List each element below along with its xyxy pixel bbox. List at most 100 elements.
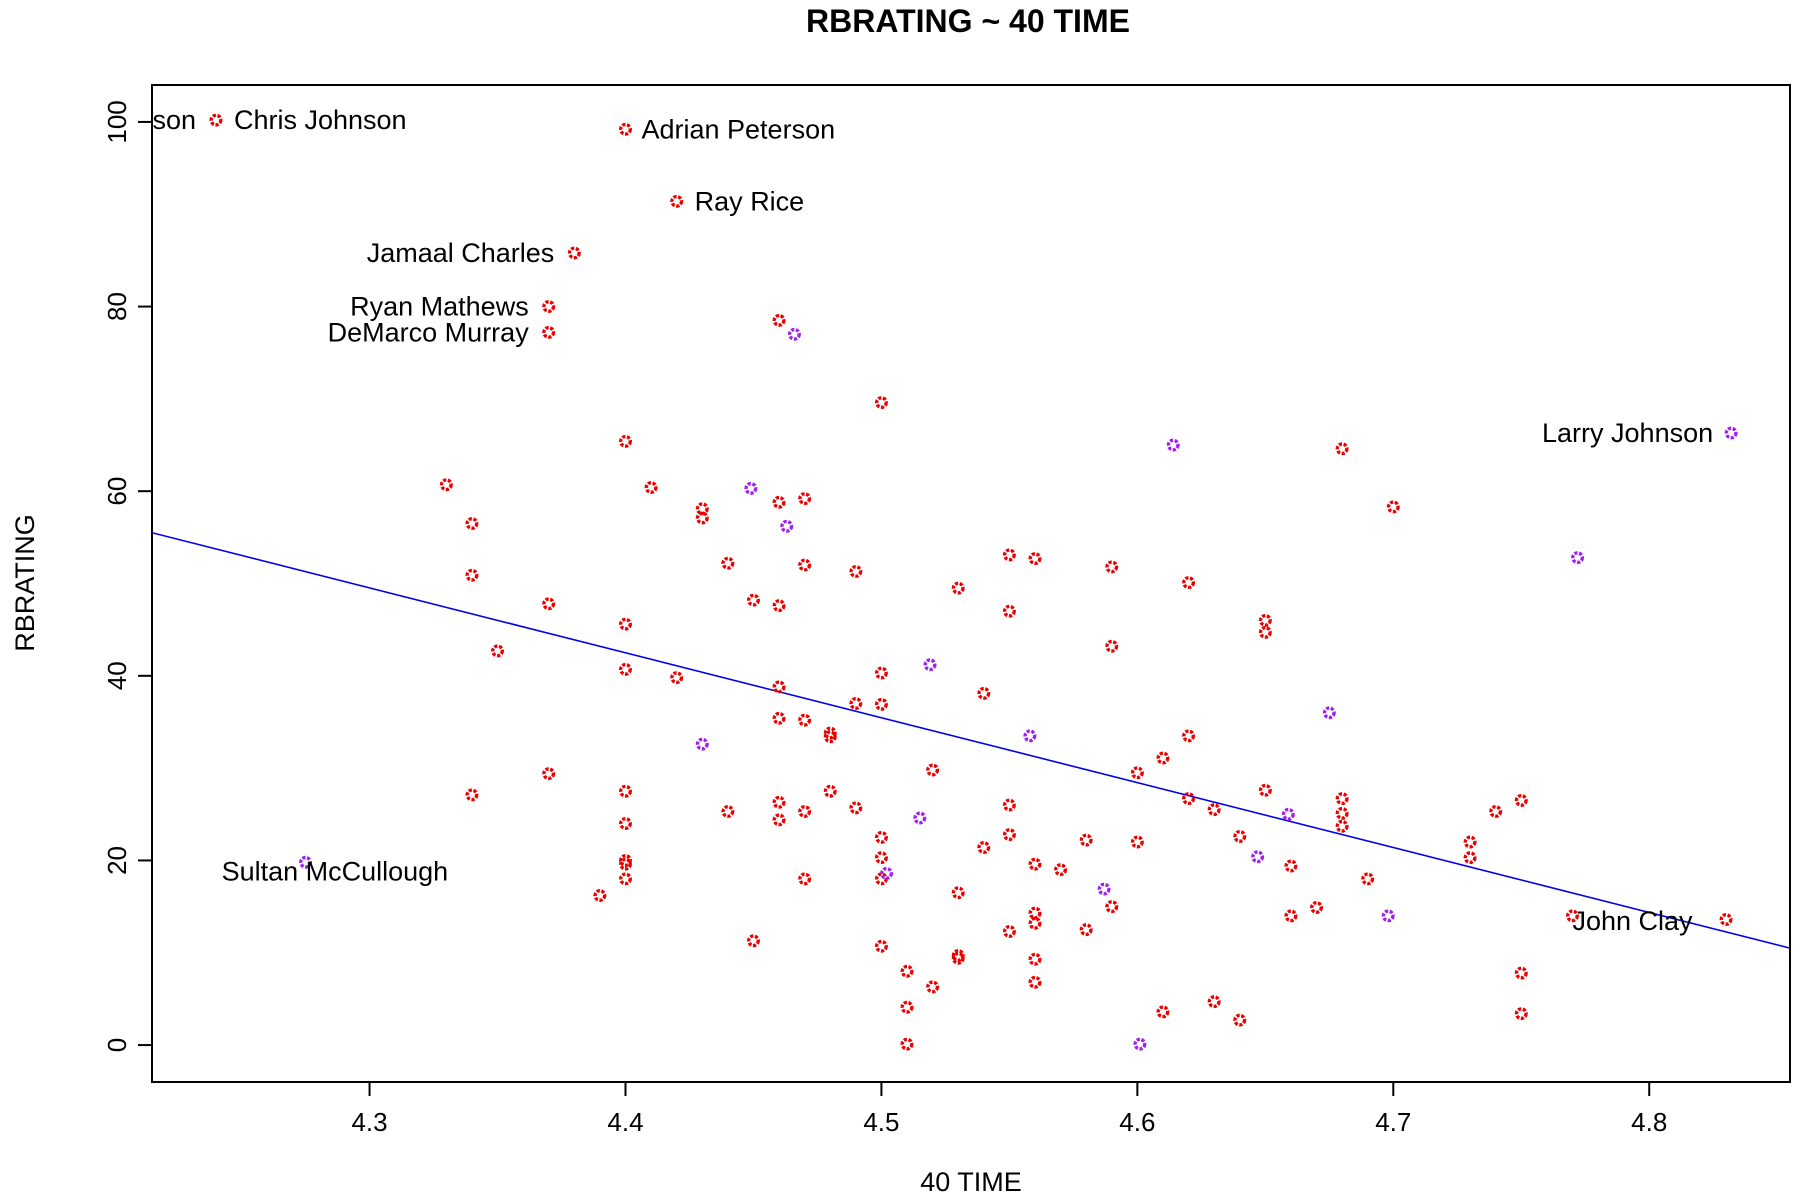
y-tick-label: 80 bbox=[102, 292, 132, 321]
red-data-point bbox=[849, 801, 863, 815]
red-data-point bbox=[1335, 806, 1349, 820]
red-data-point bbox=[798, 492, 812, 506]
red-data-point bbox=[1002, 828, 1016, 842]
red-data-point bbox=[772, 495, 786, 509]
red-data-point bbox=[1105, 560, 1119, 574]
red-data-point bbox=[823, 784, 837, 798]
red-data-point bbox=[1514, 966, 1528, 980]
red-data-point bbox=[1258, 783, 1272, 797]
red-data-point bbox=[670, 671, 684, 685]
point-label: Sultan McCullough bbox=[222, 856, 449, 886]
point-label: Adrian Peterson bbox=[641, 114, 835, 144]
red-data-point bbox=[542, 300, 556, 314]
red-data-point bbox=[977, 686, 991, 700]
x-tick-label: 4.7 bbox=[1375, 1107, 1411, 1137]
red-data-point bbox=[1130, 766, 1144, 780]
red-data-point bbox=[1284, 909, 1298, 923]
red-data-point bbox=[1002, 548, 1016, 562]
red-data-point bbox=[1233, 1013, 1247, 1027]
red-data-point bbox=[1182, 792, 1196, 806]
red-data-point bbox=[977, 841, 991, 855]
red-data-point bbox=[1207, 995, 1221, 1009]
red-data-point bbox=[1079, 923, 1093, 937]
red-data-point bbox=[1105, 639, 1119, 653]
point-label: Chris Johnson bbox=[234, 105, 407, 135]
purple-data-point bbox=[1322, 706, 1336, 720]
red-data-point bbox=[900, 1037, 914, 1051]
x-tick-label: 4.3 bbox=[351, 1107, 387, 1137]
red-data-point bbox=[721, 556, 735, 570]
red-data-point bbox=[849, 564, 863, 578]
red-data-point bbox=[1028, 916, 1042, 930]
red-data-point bbox=[874, 830, 888, 844]
red-data-point bbox=[721, 805, 735, 819]
red-data-point bbox=[465, 788, 479, 802]
red-data-point bbox=[491, 644, 505, 658]
red-data-point bbox=[1028, 906, 1042, 920]
red-data-point bbox=[1258, 625, 1272, 639]
x-tick-label: 4.6 bbox=[1119, 1107, 1155, 1137]
purple-data-point bbox=[923, 658, 937, 672]
y-tick-label: 100 bbox=[102, 100, 132, 143]
red-data-point bbox=[798, 805, 812, 819]
red-data-point bbox=[772, 711, 786, 725]
y-tick-label: 20 bbox=[102, 846, 132, 875]
red-data-point bbox=[542, 767, 556, 781]
red-data-point bbox=[1182, 576, 1196, 590]
red-data-point bbox=[1002, 798, 1016, 812]
red-data-point bbox=[465, 568, 479, 582]
red-data-point bbox=[618, 617, 632, 631]
purple-data-point bbox=[1133, 1037, 1147, 1051]
purple-data-point bbox=[1251, 850, 1265, 864]
red-data-point bbox=[644, 480, 658, 494]
purple-data-point bbox=[1097, 882, 1111, 896]
red-data-point bbox=[874, 666, 888, 680]
purple-data-point bbox=[744, 481, 758, 495]
x-axis: 4.3 4.4 4.5 4.6 4.7 4.8 bbox=[351, 1082, 1667, 1137]
red-data-point bbox=[900, 1000, 914, 1014]
red-data-point bbox=[951, 581, 965, 595]
red-data-point bbox=[1156, 751, 1170, 765]
red-data-point bbox=[1386, 500, 1400, 514]
red-data-point bbox=[542, 597, 556, 611]
purple-data-point bbox=[1281, 807, 1295, 821]
red-data-point bbox=[1310, 901, 1324, 915]
red-data-point bbox=[1028, 975, 1042, 989]
red-data-point bbox=[1028, 952, 1042, 966]
red-data-point bbox=[1514, 793, 1528, 807]
purple-data-point bbox=[787, 327, 801, 341]
red-data-point bbox=[1361, 872, 1375, 886]
red-data-point bbox=[926, 763, 940, 777]
red-data-point bbox=[1105, 900, 1119, 914]
x-axis-label: 40 TIME bbox=[920, 1167, 1022, 1197]
point-label: son bbox=[152, 105, 196, 135]
red-data-point bbox=[1079, 833, 1093, 847]
x-tick-label: 4.4 bbox=[607, 1107, 643, 1137]
red-data-point bbox=[1463, 851, 1477, 865]
purple-data-point bbox=[880, 866, 894, 880]
red-data-point bbox=[1719, 913, 1733, 927]
red-data-point bbox=[1156, 1005, 1170, 1019]
y-tick-label: 0 bbox=[102, 1038, 132, 1052]
plot-frame bbox=[151, 84, 1791, 1083]
red-data-point bbox=[465, 516, 479, 530]
purple-data-point bbox=[1381, 909, 1395, 923]
chart-title: RBRATING ~ 40 TIME bbox=[806, 3, 1130, 39]
red-data-point bbox=[618, 122, 632, 136]
red-data-point bbox=[849, 697, 863, 711]
red-data-point bbox=[542, 325, 556, 339]
purple-data-point bbox=[913, 811, 927, 825]
red-data-point bbox=[1207, 803, 1221, 817]
purple-data-point bbox=[1571, 551, 1585, 565]
red-data-point bbox=[439, 478, 453, 492]
purple-data-point bbox=[299, 855, 313, 869]
red-data-point bbox=[874, 396, 888, 410]
red-data-point bbox=[900, 964, 914, 978]
red-data-point bbox=[798, 558, 812, 572]
purple-data-point bbox=[1724, 426, 1738, 440]
red-data-point bbox=[772, 680, 786, 694]
red-data-point bbox=[1002, 604, 1016, 618]
red-data-point bbox=[874, 697, 888, 711]
y-tick-label: 40 bbox=[102, 661, 132, 690]
